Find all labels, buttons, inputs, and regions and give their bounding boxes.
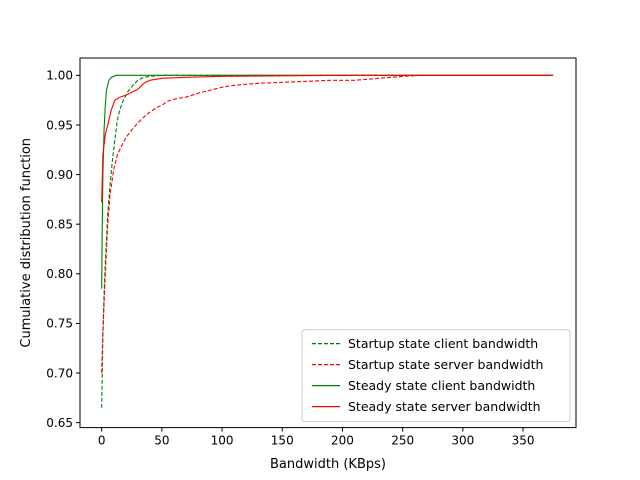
axes-frame [79, 57, 577, 429]
x-tick-label: 0 [98, 434, 106, 448]
legend-label-4: Steady state server bandwidth [348, 399, 541, 414]
y-tick-label: 0.95 [46, 118, 73, 132]
y-tick-label: 0.80 [46, 267, 73, 281]
y-axis-ticks: 0.65 0.70 0.75 0.80 0.85 0.90 0.95 1.00 [46, 69, 80, 430]
series-line-3 [101, 74, 554, 289]
y-axis-label: Cumulative distribution function [19, 138, 34, 348]
x-tick-label: 300 [451, 434, 474, 448]
x-tick-label: 350 [512, 434, 535, 448]
y-tick-label: 0.65 [46, 416, 73, 430]
x-tick-label: 150 [271, 434, 294, 448]
series-line-4 [101, 74, 554, 203]
x-axis-label: Bandwidth (KBps) [270, 457, 386, 472]
y-tick-label: 0.90 [46, 168, 73, 182]
x-tick-label: 50 [154, 434, 169, 448]
x-tick-label: 250 [391, 434, 414, 448]
x-tick-label: 200 [331, 434, 354, 448]
y-tick-label: 0.70 [46, 366, 73, 380]
x-tick-label: 100 [211, 434, 234, 448]
y-tick-label: 0.75 [46, 317, 73, 331]
y-tick-label: 1.00 [46, 69, 73, 83]
x-axis-ticks: 0 50 100 150 200 250 300 350 [98, 427, 535, 448]
legend-label-2: Startup state server bandwidth [348, 357, 543, 372]
y-tick-label: 0.85 [46, 217, 73, 231]
legend: Startup state client bandwidth Startup st… [301, 329, 571, 423]
legend-label-1: Startup state client bandwidth [348, 336, 538, 351]
legend-label-3: Steady state client bandwidth [348, 378, 535, 393]
legend-box [301, 329, 571, 423]
plot-area [101, 74, 554, 408]
series-line-2 [101, 74, 554, 374]
